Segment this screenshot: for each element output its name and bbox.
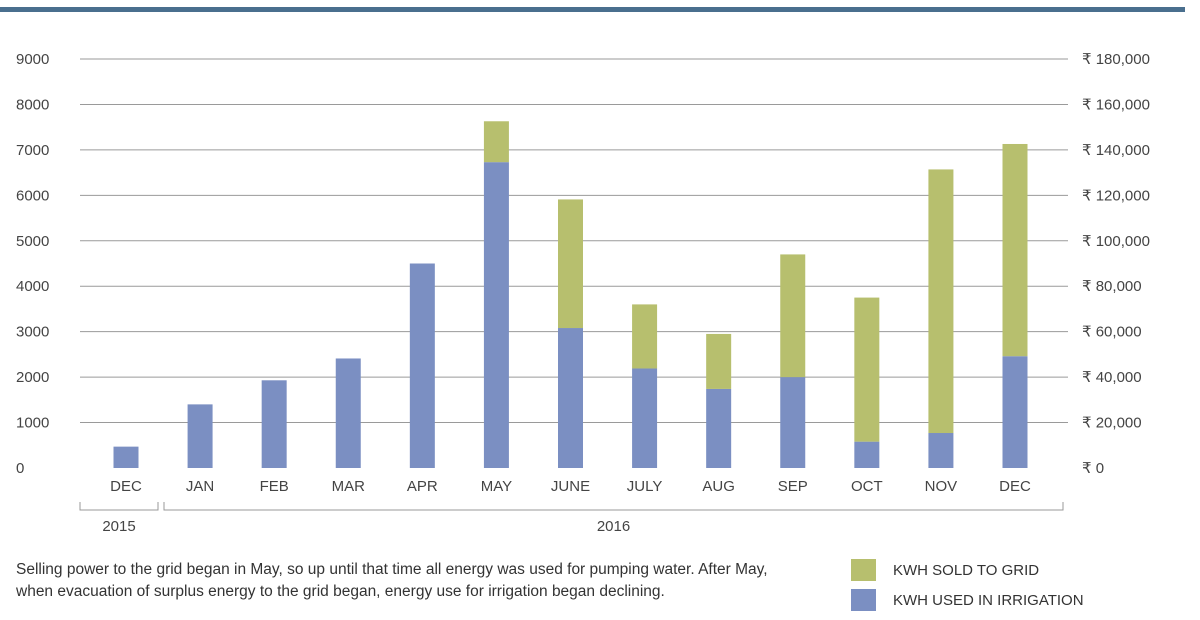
bar-irrigation: [854, 441, 880, 468]
y-tick-label: 6000: [16, 187, 49, 204]
bar-sold: [706, 333, 732, 389]
legend-label-irrigation: KWH USED IN IRRIGATION: [893, 591, 1084, 609]
x-tick-label: JUNE: [551, 478, 590, 495]
bar-sold: [780, 254, 806, 378]
y2-tick-label: ₹ 60,000: [1082, 324, 1142, 341]
y-tick-label: 4000: [16, 278, 49, 295]
y-tick-label: 9000: [16, 51, 49, 68]
y-tick-label: 1000: [16, 415, 49, 432]
y2-tick-label: ₹ 140,000: [1082, 142, 1150, 159]
bar-irrigation: [632, 368, 658, 468]
year-bracket: [163, 502, 1064, 511]
bar-sold: [928, 169, 954, 434]
bar-irrigation: [261, 380, 287, 468]
bar-sold: [854, 297, 880, 442]
bar-irrigation: [335, 358, 361, 468]
y2-tick-label: ₹ 20,000: [1082, 415, 1142, 432]
chart-caption: Selling power to the grid began in May, …: [16, 561, 768, 600]
bar-sold: [483, 121, 509, 163]
y2-tick-label: ₹ 180,000: [1082, 51, 1150, 68]
legend-label-sold: KWH SOLD TO GRID: [893, 561, 1040, 579]
right-y-axis: ₹ 0 ₹ 20,000 ₹ 40,000 ₹ 60,000 ₹ 80,000 ₹ 100…: [1082, 51, 1150, 477]
x-axis: DEC JAN FEB MAR APR MAY JUNE JULY AUG SEP OCT NOV DE…: [110, 478, 1031, 495]
x-tick-label: AUG: [702, 478, 735, 495]
y-tick-label: 5000: [16, 233, 49, 250]
left-y-axis: 0 1000 2000 3000 4000 5000 6000 7000 8000 9000: [16, 51, 49, 477]
bar-irrigation: [409, 263, 435, 468]
legend-swatch-irrigation: [851, 589, 876, 611]
year-bracket: [79, 502, 159, 511]
stacked-bar-chart: 0 1000 2000 3000 4000 5000 6000 7000 8000 9000 ₹ …: [16, 51, 1150, 535]
year-group-brackets: 2015 2016: [79, 502, 1064, 535]
y-tick-label: 3000: [16, 324, 49, 341]
bar-sold: [1002, 143, 1028, 357]
x-tick-label: FEB: [260, 478, 289, 495]
bar-irrigation: [483, 162, 509, 469]
x-tick-label: DEC: [999, 478, 1031, 495]
x-tick-label: JULY: [627, 478, 663, 495]
y-tick-label: 7000: [16, 142, 49, 159]
y-tick-label: 8000: [16, 96, 49, 113]
y2-tick-label: ₹ 40,000: [1082, 369, 1142, 386]
y2-tick-label: ₹ 160,000: [1082, 96, 1150, 113]
x-tick-label: SEP: [778, 478, 808, 495]
year-label: 2015: [102, 518, 135, 535]
top-accent-bar: [0, 7, 1185, 12]
bar-irrigation: [928, 433, 954, 468]
gridlines: [80, 58, 1068, 424]
y2-tick-label: ₹ 0: [1082, 460, 1104, 477]
legend-item-irrigation: KWH USED IN IRRIGATION: [851, 589, 1084, 611]
bar-irrigation: [187, 404, 213, 468]
y2-tick-label: ₹ 120,000: [1082, 187, 1150, 204]
bar-sold: [632, 304, 658, 369]
bar-irrigation: [706, 388, 732, 468]
x-tick-label: MAR: [332, 478, 366, 495]
y2-tick-label: ₹ 80,000: [1082, 278, 1142, 295]
year-label: 2016: [597, 518, 630, 535]
x-tick-label: NOV: [925, 478, 958, 495]
bar-irrigation: [780, 377, 806, 468]
x-tick-label: OCT: [851, 478, 883, 495]
bar-irrigation: [113, 446, 139, 468]
y-tick-label: 2000: [16, 369, 49, 386]
legend-swatch-sold: [851, 559, 876, 581]
y2-tick-label: ₹ 100,000: [1082, 233, 1150, 250]
bar-sold: [558, 199, 583, 329]
x-tick-label: DEC: [110, 478, 142, 495]
legend-item-sold: KWH SOLD TO GRID: [851, 559, 1039, 581]
x-tick-label: MAY: [481, 478, 512, 495]
x-tick-label: APR: [407, 478, 438, 495]
bars: [113, 121, 1028, 469]
bar-irrigation: [558, 328, 583, 468]
bar-irrigation: [1002, 356, 1028, 468]
y-tick-label: 0: [16, 460, 24, 477]
x-tick-label: JAN: [186, 478, 214, 495]
